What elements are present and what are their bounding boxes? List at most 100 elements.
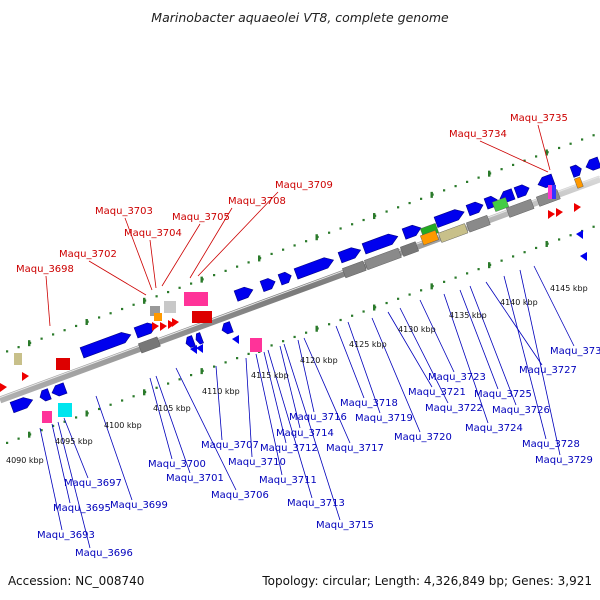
tick-mark — [305, 331, 308, 334]
leader-line — [95, 395, 133, 501]
tick-mark-major — [373, 304, 376, 311]
feature-arrow — [580, 252, 587, 261]
leader-line — [45, 275, 51, 327]
gene-label-maqu_3715: Maqu_3715 — [316, 520, 374, 531]
gene-arrow — [433, 209, 465, 228]
tick-mark-major — [315, 234, 318, 241]
tick-mark — [132, 395, 135, 398]
gene-label-maqu_3730: Maqu_3730 — [550, 346, 600, 357]
gene-label-maqu_3724: Maqu_3724 — [465, 423, 523, 434]
gene-arrow — [233, 286, 254, 302]
leader-line — [459, 289, 499, 390]
scale-label: 4095 kbp — [55, 437, 93, 446]
gene-arrow — [195, 332, 204, 345]
tick-mark — [454, 276, 457, 279]
gene-block — [138, 336, 161, 354]
scale-label: 4145 kbp — [550, 284, 588, 293]
gene-label-maqu_3722: Maqu_3722 — [425, 403, 483, 414]
tick-mark-major — [488, 170, 491, 177]
gene-label-maqu_3711: Maqu_3711 — [259, 475, 317, 486]
gene-block — [420, 230, 439, 246]
tick-mark — [397, 297, 400, 300]
tick-mark-major — [143, 389, 146, 396]
gene-label-maqu_3702: Maqu_3702 — [59, 249, 117, 260]
gene-block — [506, 198, 535, 218]
tick-mark — [420, 197, 423, 200]
feature-box — [250, 338, 262, 352]
tick-mark — [167, 290, 170, 294]
tick-mark — [247, 261, 250, 264]
gene-label-maqu_3719: Maqu_3719 — [355, 413, 413, 424]
tick-mark — [236, 265, 239, 268]
tick-mark — [385, 210, 388, 213]
tick-mark-major — [488, 262, 491, 269]
gene-arrow — [465, 201, 484, 217]
gene-label-maqu_3710: Maqu_3710 — [228, 457, 286, 468]
leader-line — [371, 317, 421, 433]
tick-mark — [293, 335, 296, 339]
scale-label: 4090 kbp — [6, 456, 44, 465]
genome-backbone — [0, 175, 600, 404]
feature-arrow — [172, 318, 179, 327]
tick-mark — [592, 134, 595, 137]
leader-line — [479, 140, 549, 173]
gene-label-maqu_3709: Maqu_3709 — [275, 180, 333, 191]
scale-label: 4115 kbp — [251, 371, 289, 380]
tick-mark — [98, 407, 101, 411]
map-title: Marinobacter aquaeolei VT8, complete gen… — [151, 10, 449, 25]
leader-line — [419, 299, 455, 373]
feature-box — [154, 313, 162, 321]
tick-mark — [397, 206, 400, 209]
gene-label-maqu_3717: Maqu_3717 — [326, 443, 384, 454]
gene-label-maqu_3729: Maqu_3729 — [535, 455, 593, 466]
gene-label-maqu_3734: Maqu_3734 — [449, 129, 507, 140]
tick-mark — [98, 316, 101, 319]
leader-line — [63, 417, 89, 479]
tick-mark-major — [85, 410, 88, 417]
leader-line — [161, 223, 201, 287]
gene-block — [492, 197, 510, 212]
leader-line — [255, 353, 283, 476]
backbone-highlight — [0, 175, 600, 398]
tick-mark — [477, 176, 480, 179]
tick-mark — [443, 189, 446, 192]
feature-arrow — [22, 372, 29, 381]
leader-line — [189, 207, 233, 279]
leader-line — [149, 377, 173, 460]
tick-mark — [63, 420, 66, 423]
gene-arrow — [513, 184, 530, 199]
tick-mark-major — [200, 368, 203, 375]
gene-features — [0, 156, 600, 423]
tick-mark — [535, 155, 538, 158]
tick-mark — [178, 378, 181, 381]
gene-arrow — [585, 156, 600, 171]
gene-label-maqu_3703: Maqu_3703 — [95, 206, 153, 217]
tick-mark-major — [28, 431, 31, 438]
leader-line — [347, 321, 381, 414]
tick-mark-major — [545, 240, 548, 247]
tick-mark — [178, 286, 181, 289]
tick-mark — [6, 441, 9, 444]
gene-label-maqu_3716: Maqu_3716 — [289, 412, 347, 423]
gene-arrow — [185, 335, 196, 348]
leader-line — [537, 124, 551, 171]
feature-box — [164, 301, 176, 313]
tick-mark — [443, 280, 446, 283]
tick-mark — [558, 238, 561, 241]
feature-arrow — [196, 344, 203, 353]
tick-mark — [224, 361, 227, 364]
leader-line — [303, 337, 351, 444]
gene-label-maqu_3700: Maqu_3700 — [148, 459, 206, 470]
tick-mark — [213, 365, 216, 368]
leader-line — [149, 239, 157, 289]
scale-label: 4105 kbp — [153, 404, 191, 413]
leader-line — [297, 339, 315, 413]
tick-mark — [408, 293, 411, 296]
gene-label-maqu_3720: Maqu_3720 — [394, 432, 452, 443]
gene-arrow — [537, 173, 556, 189]
gene-arrow — [9, 397, 34, 414]
tick-mark — [351, 223, 354, 226]
tick-mark — [328, 231, 331, 234]
tick-mark — [17, 346, 20, 349]
gene-label-maqu_3695: Maqu_3695 — [53, 503, 111, 514]
